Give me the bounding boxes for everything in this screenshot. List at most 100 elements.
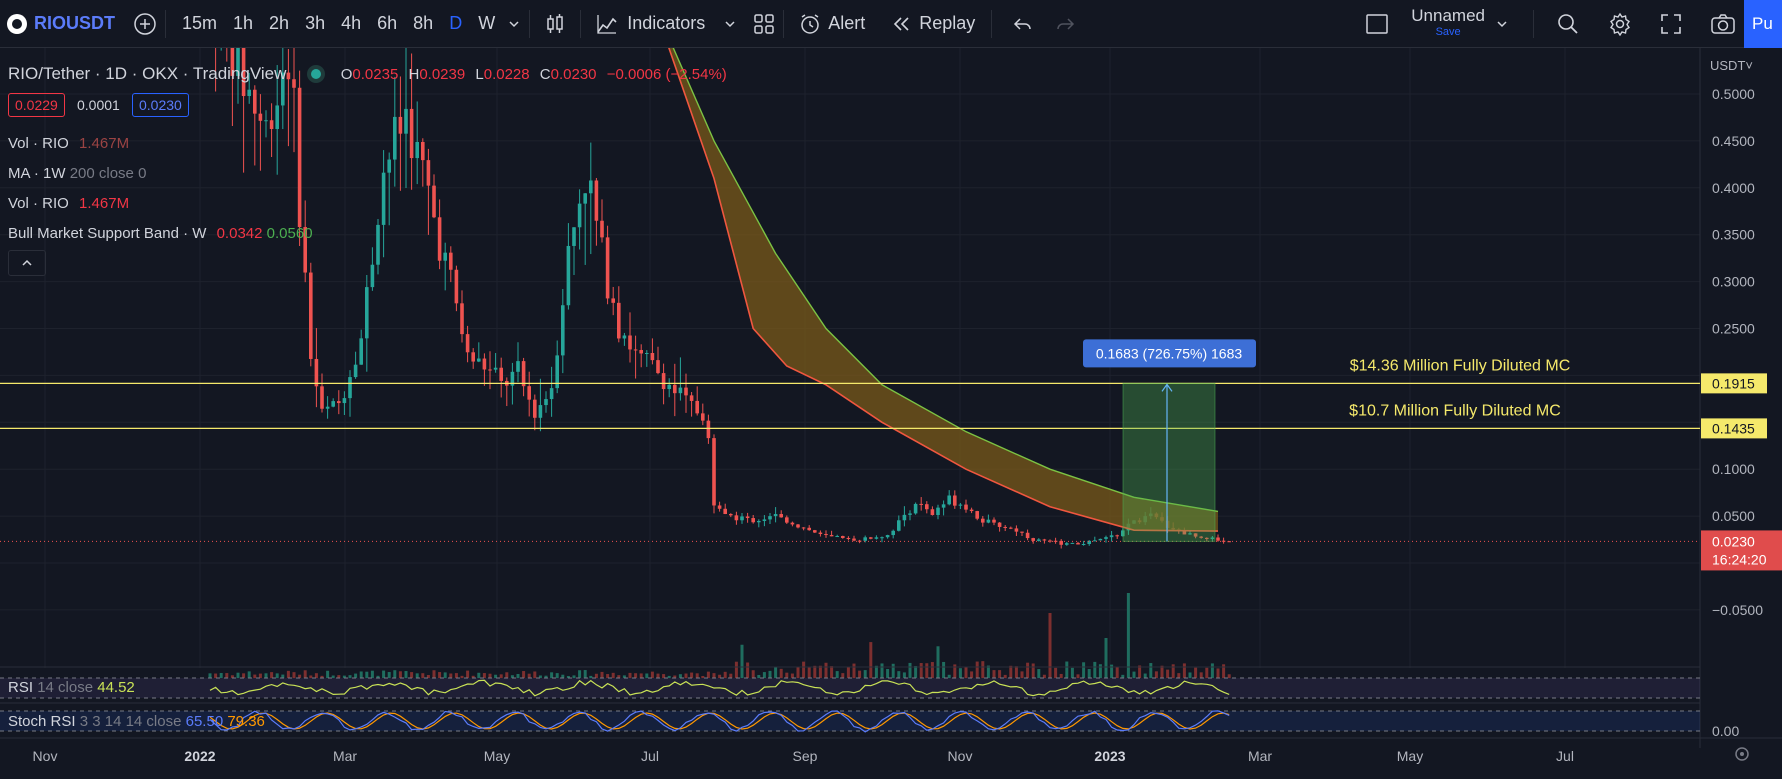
candle-body (275, 105, 279, 130)
volume-bar (970, 671, 974, 678)
chevron-down-icon[interactable] (1495, 0, 1509, 48)
volume-bar (942, 661, 946, 678)
measure-box (1122, 382, 1216, 542)
indicator-bmsb[interactable]: Bull Market Support Band · W 0.0342 0.05… (8, 225, 313, 242)
interval-15m[interactable]: 15m (182, 13, 218, 33)
volume-bar (432, 670, 436, 678)
interval-2h[interactable]: 2h (269, 13, 290, 33)
candle-body (1020, 531, 1024, 533)
alert-clock-icon[interactable] (798, 0, 822, 48)
chevron-down-icon[interactable] (723, 0, 737, 48)
separator (165, 9, 166, 38)
interval-3h[interactable]: 3h (305, 13, 326, 33)
candle-body (594, 180, 599, 221)
indicator-vol-1[interactable]: Vol · RIO 1.467M (8, 135, 129, 152)
candle-body (544, 399, 548, 406)
indicators-icon[interactable] (595, 0, 619, 48)
exchange-logo-icon[interactable] (6, 0, 28, 48)
buy-price-button[interactable]: 0.0230 (132, 93, 189, 117)
time-axis[interactable]: Nov 2022 Mar May Jul Sep Nov 2023 Mar May Jul (33, 747, 1749, 764)
alert-button[interactable]: Alert (828, 13, 866, 33)
compare-add-icon[interactable] (133, 0, 157, 48)
camera-icon[interactable] (1710, 0, 1736, 48)
save-label: Save (1435, 26, 1461, 38)
price-chart[interactable]: $14.36 Million Fully Diluted MC $10.7 Mil… (0, 48, 1782, 779)
volume-bar (309, 675, 313, 678)
candle-body (807, 527, 811, 531)
interval-6h[interactable]: 6h (377, 13, 398, 33)
search-icon[interactable] (1556, 0, 1580, 48)
time-tick: Mar (1248, 748, 1272, 764)
volume-bar (662, 674, 666, 678)
volume-bar (348, 675, 352, 678)
price-tick: −0.0500 (1712, 602, 1763, 618)
volume-bar (768, 670, 772, 678)
undo-icon[interactable] (1012, 0, 1034, 48)
indicator-rsi[interactable]: RSI 14 close 44.52 (8, 679, 135, 696)
measure-label-box (1083, 339, 1256, 368)
measure-tool[interactable]: 0.1683 (726.75%) 1683 (1083, 339, 1256, 542)
candle-body (516, 361, 520, 372)
candle-body (723, 508, 727, 515)
volume-bar (354, 673, 358, 678)
candles-icon[interactable] (544, 0, 566, 48)
candle-body (656, 360, 660, 374)
candle-body (869, 537, 873, 539)
indicator-stoch-rsi[interactable]: Stoch RSI 3 3 14 14 close 65.50 79.36 (8, 713, 265, 730)
indicator-params: 200 close 0 (69, 165, 147, 182)
candle-body (964, 504, 968, 510)
interval-4h[interactable]: 4h (341, 13, 362, 33)
symbol-search[interactable]: RIOUSDT (34, 13, 115, 33)
candle-body (1025, 532, 1030, 539)
layout-name[interactable]: Unnamed Save (1411, 7, 1485, 39)
ohlc-open-label: O (340, 66, 353, 83)
volume-bar (1126, 593, 1130, 678)
candle-body (650, 352, 655, 361)
indicators-button[interactable]: Indicators (627, 13, 706, 33)
sell-price-button[interactable]: 0.0229 (8, 93, 65, 117)
redo-icon[interactable] (1054, 0, 1076, 48)
volume-bar (886, 668, 890, 678)
chevron-down-icon[interactable] (507, 0, 521, 48)
price-tick: 0.5000 (1712, 86, 1755, 102)
publish-button[interactable]: Pu (1744, 0, 1782, 48)
candle-body (499, 367, 503, 381)
interval-8h[interactable]: 8h (413, 13, 434, 33)
volume-bar (527, 673, 531, 678)
candle-body (521, 361, 526, 387)
interval-d[interactable]: D (449, 13, 463, 33)
volume-bar (830, 666, 834, 678)
interval-1h[interactable]: 1h (233, 13, 254, 33)
candle-body (286, 72, 291, 80)
indicator-value-lower: 0.0342 (216, 225, 263, 242)
candle-body (701, 413, 705, 421)
replay-button[interactable]: Replay (919, 13, 976, 33)
volume-bar (270, 672, 274, 678)
fullscreen-icon[interactable] (1660, 0, 1682, 48)
gear-icon[interactable] (1608, 0, 1632, 48)
volume-bar (494, 674, 498, 678)
layout-square-icon[interactable] (1365, 0, 1389, 48)
separator (1533, 10, 1534, 38)
candle-body (404, 108, 408, 134)
templates-grid-icon[interactable] (753, 0, 775, 48)
axis-settings-icon[interactable] (1735, 747, 1749, 761)
interval-w[interactable]: W (478, 13, 496, 33)
candle-body (1199, 536, 1203, 538)
stoch-k-line (209, 710, 1230, 733)
volume-bar (645, 673, 649, 678)
market-status-icon[interactable] (310, 69, 321, 79)
volume-bar (846, 667, 850, 678)
collapse-legend-button[interactable] (8, 250, 46, 276)
volume-bar (729, 673, 733, 678)
indicator-vol-2[interactable]: Vol · RIO 1.467M (8, 195, 129, 212)
volume-bar (1014, 666, 1018, 678)
measure-arrowhead (1161, 383, 1173, 392)
volume-bar (482, 673, 486, 678)
replay-icon[interactable] (891, 0, 913, 48)
volume-bar (382, 670, 386, 678)
volume-bar (1076, 674, 1080, 678)
price-axis[interactable]: USDT˅ 0.5000 0.4500 0.4000 0.3500 0.3000 0.250… (1701, 58, 1782, 739)
volume-bar (1003, 674, 1007, 678)
indicator-ma[interactable]: MA · 1W 200 close 0 (8, 165, 146, 182)
